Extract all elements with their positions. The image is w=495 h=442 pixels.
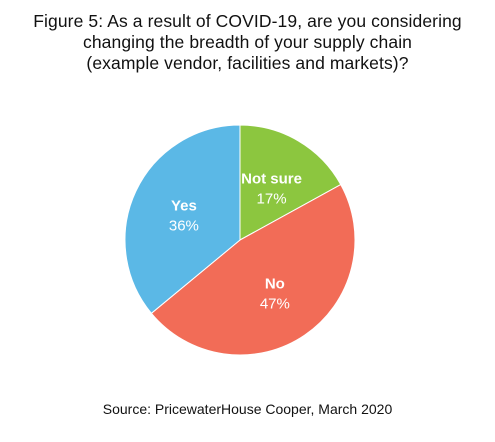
pie-slice-yes bbox=[124, 124, 241, 315]
chart-source: Source: PricewaterHouse Cooper, March 20… bbox=[102, 401, 393, 417]
pie-slice-not-sure bbox=[239, 124, 342, 241]
slice-label-yes: Yes bbox=[171, 198, 197, 215]
slice-label-not-sure: Not sure bbox=[241, 171, 302, 188]
chart-title-line-1: Figure 5: As a result of COVID-19, are y… bbox=[33, 11, 462, 31]
slice-value-not-sure: 17% bbox=[257, 191, 287, 208]
slice-label-no: No bbox=[265, 275, 285, 292]
slice-value-no: 47% bbox=[260, 295, 290, 312]
chart-title: Figure 5: As a result of COVID-19, are y… bbox=[10, 11, 485, 74]
chart-title-line-2: changing the breadth of your supply chai… bbox=[82, 32, 413, 52]
slice-value-yes: 36% bbox=[169, 218, 199, 235]
pie-slice-no bbox=[150, 183, 356, 356]
chart-title-line-3: (example vendor, facilities and markets)… bbox=[86, 53, 409, 73]
